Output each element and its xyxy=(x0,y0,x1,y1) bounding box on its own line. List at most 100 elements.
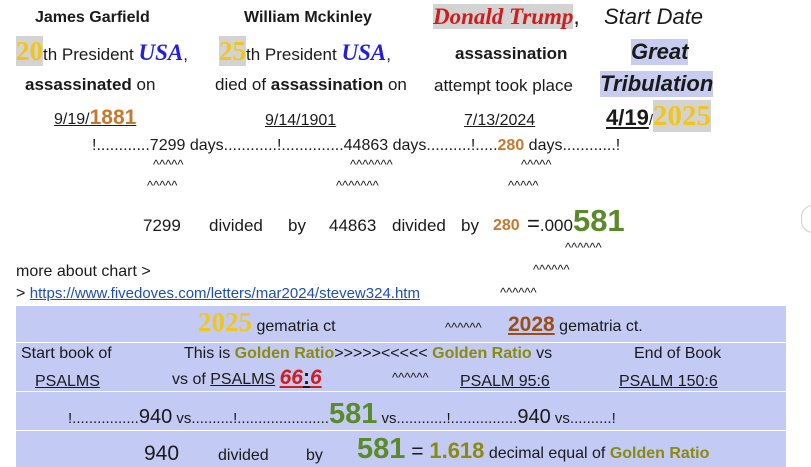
row1-carets: ^^^^^^ xyxy=(445,320,482,335)
row5-golden-ratio: Golden Ratio xyxy=(609,445,710,462)
row4-line: !................ 940 vs..........!......… xyxy=(68,398,616,431)
mckinley-president-line: 25th President USA, xyxy=(219,36,391,67)
row5-divided: divided xyxy=(218,447,269,464)
row4-581: 581 xyxy=(328,398,378,430)
div-divided-2: divided xyxy=(392,216,446,235)
golden-ratio-2: Golden Ratio xyxy=(432,345,532,362)
days-line-part2: days............! xyxy=(524,137,621,154)
psalms-66: 66 xyxy=(279,366,303,389)
row2-arrows: >>>>><<<<< xyxy=(334,345,433,362)
row3-psalms-2: PSALMS xyxy=(210,371,276,388)
div-581: 581 xyxy=(572,203,625,238)
div-by-2: by xyxy=(461,216,479,235)
carets-7: ^^^^^^ xyxy=(565,240,602,255)
garfield-president-line: 20th President USA, xyxy=(16,36,188,67)
start-date-year: 2025 xyxy=(653,100,711,132)
div-divided-1: divided xyxy=(209,216,263,235)
trump-name: Donald Trump xyxy=(433,4,574,29)
carets-6: ^^^^^ xyxy=(508,178,539,193)
row3-carets: ^^^^^^ xyxy=(392,370,429,385)
trump-comma: , xyxy=(573,3,580,29)
div-280: 280 xyxy=(493,217,520,234)
row5-one: 1 xyxy=(429,438,442,463)
row5-940: 940 xyxy=(144,442,180,465)
carets-8: ^^^^^^ xyxy=(533,262,570,277)
fivedoves-link[interactable]: https://www.fivedoves.com/letters/mar202… xyxy=(29,285,420,302)
row3-psalm-95: PSALM 95:6 xyxy=(460,373,550,390)
row4-dots-b: vs..........!...................... xyxy=(172,410,329,427)
row3-psalm-150: PSALM 150:6 xyxy=(619,373,718,390)
psalms-colon: : xyxy=(302,366,310,389)
table-row-5 xyxy=(16,431,786,467)
garfield-assassinated: assassinated xyxy=(25,75,132,94)
carets-2: ^^^^^^^ xyxy=(350,157,393,172)
row4-940-b: 940 xyxy=(517,406,551,428)
div-44863: 44863 xyxy=(329,216,377,235)
mckinley-died-of: died of xyxy=(215,75,271,94)
mckinley-on: on xyxy=(383,75,407,94)
mckinley-comma: , xyxy=(386,45,391,64)
mckinley-th-president: th President xyxy=(246,45,337,64)
mckinley-usa: USA xyxy=(341,40,387,65)
carets-5: ^^^^^^^ xyxy=(336,178,379,193)
garfield-th-president: th President xyxy=(43,45,134,64)
gematria-text-2: gematria ct. xyxy=(554,318,643,335)
row3-psalms: PSALMS xyxy=(35,373,100,390)
garfield-date-year: 1881 xyxy=(89,106,137,129)
mckinley-date: 9/14/1901 xyxy=(265,112,337,129)
days-line: !............7299 days............!.....… xyxy=(92,137,620,155)
row4-dots-a: !................ xyxy=(68,410,139,427)
row5-618: .618 xyxy=(441,438,485,463)
carets-9: ^^^^^^ xyxy=(500,285,537,300)
start-date-md: 4/19 xyxy=(606,105,649,130)
carets-3: ^^^^^ xyxy=(521,157,552,172)
garfield-name: James Garfield xyxy=(35,9,150,26)
garfield-comma: , xyxy=(183,45,188,64)
start-date-title: Start Date xyxy=(604,4,704,29)
more-link-line: > https://www.fivedoves.com/letters/mar2… xyxy=(16,285,420,303)
scroll-handle[interactable] xyxy=(801,205,811,233)
garfield-date-md: 9/19/ xyxy=(54,111,90,128)
div-result-line: =.000581 xyxy=(527,203,625,239)
row5-decimal-equal: decimal equal of xyxy=(484,445,610,462)
div-equals: = xyxy=(527,211,540,236)
row3-psalms-66-6: vs of PSALMS 66:6 xyxy=(172,366,322,390)
row2-vs: vs xyxy=(531,345,553,362)
trump-date: 7/13/2024 xyxy=(464,112,536,129)
row3-vs-of: vs of xyxy=(172,371,211,388)
row2-this-is: This is xyxy=(184,345,235,362)
mckinley-assassination: assassination xyxy=(270,75,384,94)
days-280: 280 xyxy=(497,137,525,154)
start-date-slash: / xyxy=(648,112,653,129)
tribulation-label: Tribulation xyxy=(600,71,714,97)
row2-end-book: End of Book xyxy=(634,345,722,362)
row5-result-line: 581 = 1.618 decimal equal of Golden Rati… xyxy=(357,433,709,466)
row1-right: 2028 gematria ct. xyxy=(508,313,643,337)
mckinley-name: William Mckinley xyxy=(244,9,372,26)
garfield-number: 20 xyxy=(16,36,43,66)
row5-581: 581 xyxy=(357,433,406,465)
more-about-chart: more about chart > xyxy=(16,263,151,280)
row4-dots-d: vs..........! xyxy=(550,410,616,427)
gematria-2028: 2028 xyxy=(508,313,555,336)
table-row-2-3 xyxy=(16,343,786,391)
div-7299: 7299 xyxy=(143,216,181,235)
row4-dots-c: vs............!................ xyxy=(377,410,518,427)
mckinley-number: 25 xyxy=(219,36,246,66)
gematria-text-1: gematria ct xyxy=(252,318,336,335)
start-date-value: 4/19/2025 xyxy=(606,100,711,133)
trump-name-line: Donald Trump, xyxy=(433,3,580,30)
psalms-6: 6 xyxy=(309,366,322,389)
trump-assassination: assassination xyxy=(455,44,568,63)
mckinley-died-line: died of assassination on xyxy=(215,75,407,95)
golden-ratio-1: Golden Ratio xyxy=(234,345,335,362)
table-row-1 xyxy=(16,306,786,342)
great-label: Great xyxy=(631,39,689,65)
row1-left: 2025 gematria ct xyxy=(198,307,336,338)
table-row-4 xyxy=(16,392,786,430)
gematria-2025: 2025 xyxy=(198,307,252,337)
garfield-usa: USA xyxy=(138,40,184,65)
carets-4: ^^^^^ xyxy=(147,178,178,193)
trump-attempt: attempt took place xyxy=(434,76,573,95)
row5-equals: = xyxy=(405,440,430,463)
